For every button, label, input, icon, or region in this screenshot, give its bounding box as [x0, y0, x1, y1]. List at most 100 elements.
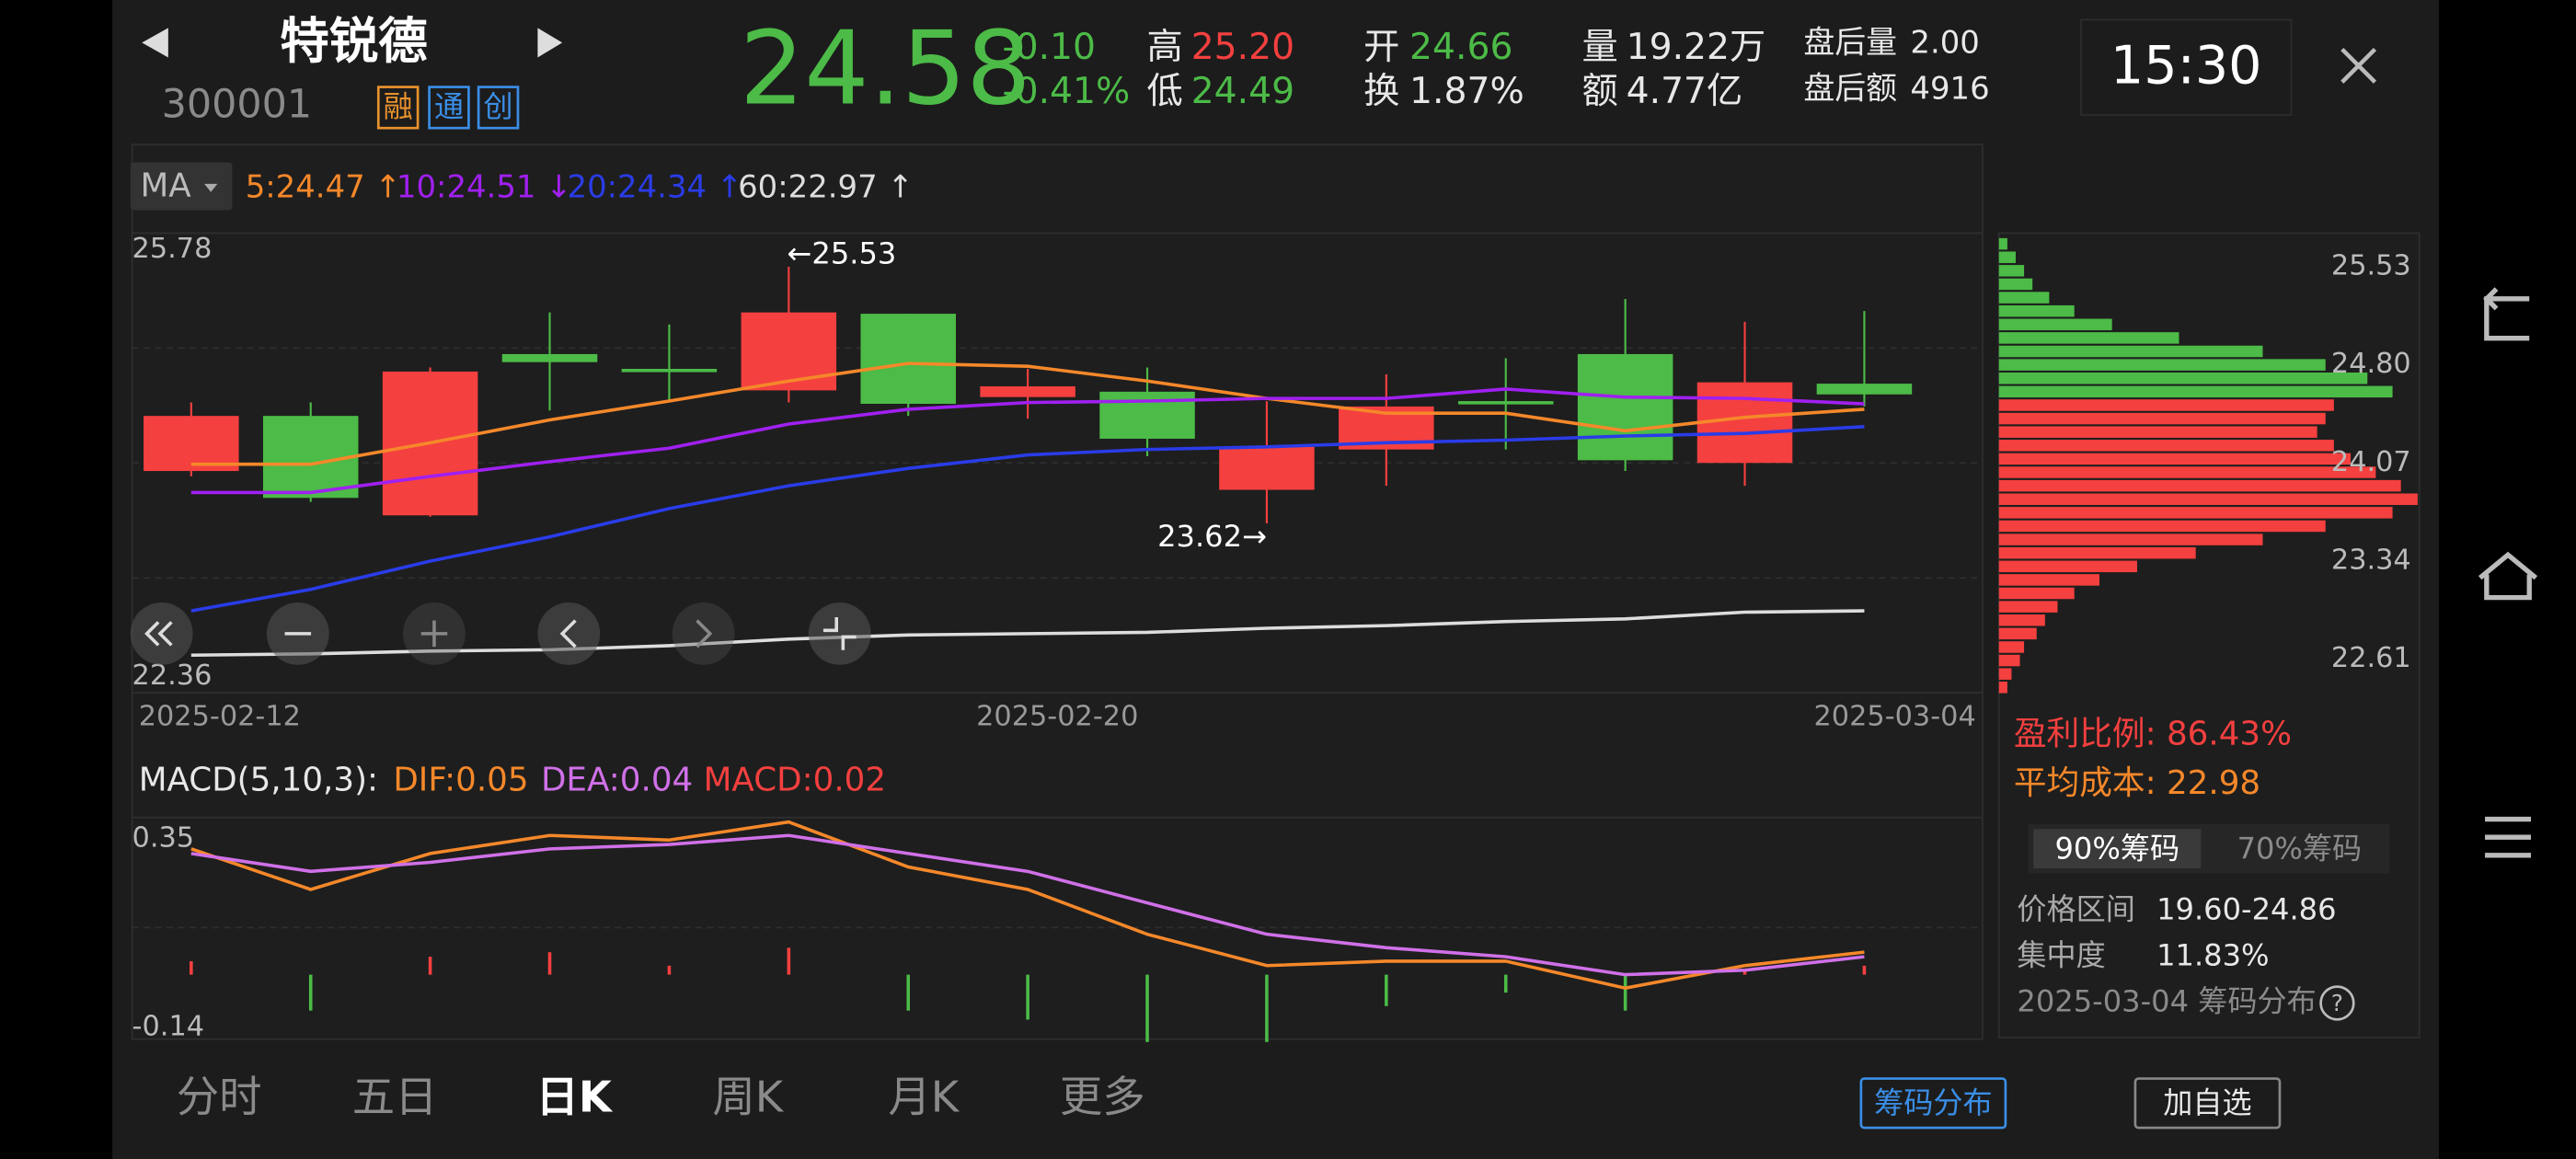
close-button[interactable]	[2340, 47, 2377, 84]
period-tab[interactable]: 五日	[352, 1072, 438, 1121]
macd-legend: MACD:0.02	[704, 762, 886, 799]
chip-bar	[1998, 479, 2401, 492]
chip-bar	[1998, 359, 2326, 371]
candle-body	[1457, 401, 1554, 405]
chip-bar	[1998, 587, 2075, 600]
period-tab[interactable]: 周K	[712, 1072, 784, 1121]
low-annotation: 23.62→	[1157, 519, 1267, 554]
macd-bar	[906, 974, 911, 1011]
x-tick-label: 2025-02-12	[139, 700, 301, 732]
y-tick-label: 25.78	[132, 233, 213, 265]
candle-body	[860, 314, 956, 404]
indicator-button: MA	[140, 166, 191, 204]
candle-body	[1219, 446, 1315, 490]
nav-home[interactable]	[2478, 551, 2538, 601]
macd-bar	[1503, 974, 1508, 993]
watch-button[interactable]	[2133, 1077, 2282, 1130]
chip-row-value: 19.60-24.86	[2156, 892, 2336, 927]
chip-button[interactable]	[1859, 1077, 2007, 1130]
profit-ratio: 盈利比例: 86.43%	[2014, 716, 2292, 753]
chip-row-value: 11.83%	[2156, 937, 2269, 972]
candle-body	[621, 369, 718, 373]
control-icon	[144, 621, 173, 647]
macd-legend: DIF:0.05	[393, 762, 528, 799]
chip-tab: 90%筹码	[2054, 831, 2179, 866]
chip-bar	[1998, 520, 2326, 533]
macd-bar	[1026, 974, 1029, 1020]
stat-label: 高	[1147, 27, 1183, 68]
last-price: 24.58	[740, 9, 1031, 128]
chip-bar	[1998, 466, 2376, 478]
stat-value: 24.66	[1409, 27, 1512, 68]
macd-bar	[1385, 974, 1388, 1006]
candle-body	[980, 386, 1075, 397]
chip-bar	[1998, 426, 2317, 438]
chip-bar	[1998, 399, 2334, 411]
ma-legend: 60:22.97 ↑	[738, 169, 914, 205]
period-tab[interactable]: 更多	[1060, 1072, 1145, 1121]
chip-bar	[1998, 682, 2007, 694]
macd-line	[190, 820, 1865, 991]
chip-bar	[1998, 614, 2045, 626]
chip-bar	[1998, 601, 2058, 613]
x-tick-label: 2025-03-04	[1814, 700, 1976, 732]
control-icon	[559, 619, 577, 648]
control-button[interactable]	[808, 602, 871, 665]
badge-box	[477, 86, 520, 130]
stat-label: 盘后量	[1803, 25, 1897, 61]
time-box	[2080, 18, 2293, 116]
chip-footer: 2025-03-04 筹码分布	[2017, 983, 2316, 1018]
time: 15:30	[2110, 36, 2262, 97]
macd-bar	[547, 952, 552, 975]
chip-tick-label: 24.07	[2331, 446, 2411, 478]
help-circle[interactable]	[2319, 985, 2355, 1021]
chip-bar	[1998, 332, 2179, 344]
next-stock[interactable]	[537, 28, 563, 58]
chart-controls	[130, 602, 871, 665]
control-button[interactable]	[672, 602, 735, 665]
ma-button[interactable]	[130, 162, 233, 211]
chip-tab: 70%筹码	[2237, 831, 2363, 866]
period-tab[interactable]: 日K	[535, 1072, 613, 1121]
stat-value: 4916	[1910, 71, 1989, 107]
period-tab[interactable]: 月K	[888, 1072, 960, 1121]
prev-stock[interactable]	[142, 28, 168, 58]
chip-bar	[1998, 627, 2037, 640]
chip-bar	[1998, 278, 2033, 291]
stat-value: 1.87%	[1409, 71, 1524, 112]
chip-tick-label: 22.61	[2331, 642, 2411, 674]
chip-tick-label: 24.80	[2331, 348, 2411, 380]
average-cost: 平均成本: 22.98	[2014, 764, 2260, 802]
nav-menu[interactable]	[2485, 816, 2532, 858]
chip-tick-label: 23.34	[2331, 544, 2411, 576]
control-button[interactable]	[537, 602, 601, 665]
candle-body	[501, 353, 598, 362]
chip-bar	[1998, 412, 2326, 425]
chip-bar	[1998, 668, 2012, 680]
macd-bar	[1862, 965, 1867, 975]
chip-bar	[1998, 237, 2007, 250]
ma-line	[190, 425, 1865, 613]
macd-title: MACD(5,10,3):	[139, 762, 378, 799]
stat-label: 开	[1363, 27, 1399, 68]
chip-bar	[1998, 265, 2025, 277]
macd-bar	[428, 957, 432, 975]
badge: 创	[484, 89, 513, 124]
chip-bar	[1998, 292, 2050, 304]
chart-panel	[131, 143, 1984, 1040]
macd-line	[190, 833, 1865, 977]
nav-back[interactable]	[2483, 287, 2530, 341]
watch-button-label: 加自选	[2163, 1085, 2251, 1120]
period-tab[interactable]: 分时	[177, 1072, 262, 1121]
chip-tick-label: 25.53	[2331, 249, 2411, 281]
chip-bar	[1998, 440, 2334, 452]
macd-legend: DEA:0.04	[541, 762, 693, 799]
candle-body	[144, 416, 239, 472]
chip-row-label: 集中度	[2017, 937, 2105, 972]
y-tick-label: 22.36	[132, 660, 213, 692]
tab-selected[interactable]	[2033, 829, 2202, 869]
macd-bar	[1623, 974, 1627, 1011]
macd-bar	[1145, 974, 1149, 1042]
ma-legend: 5:24.47 ↑	[246, 169, 401, 205]
